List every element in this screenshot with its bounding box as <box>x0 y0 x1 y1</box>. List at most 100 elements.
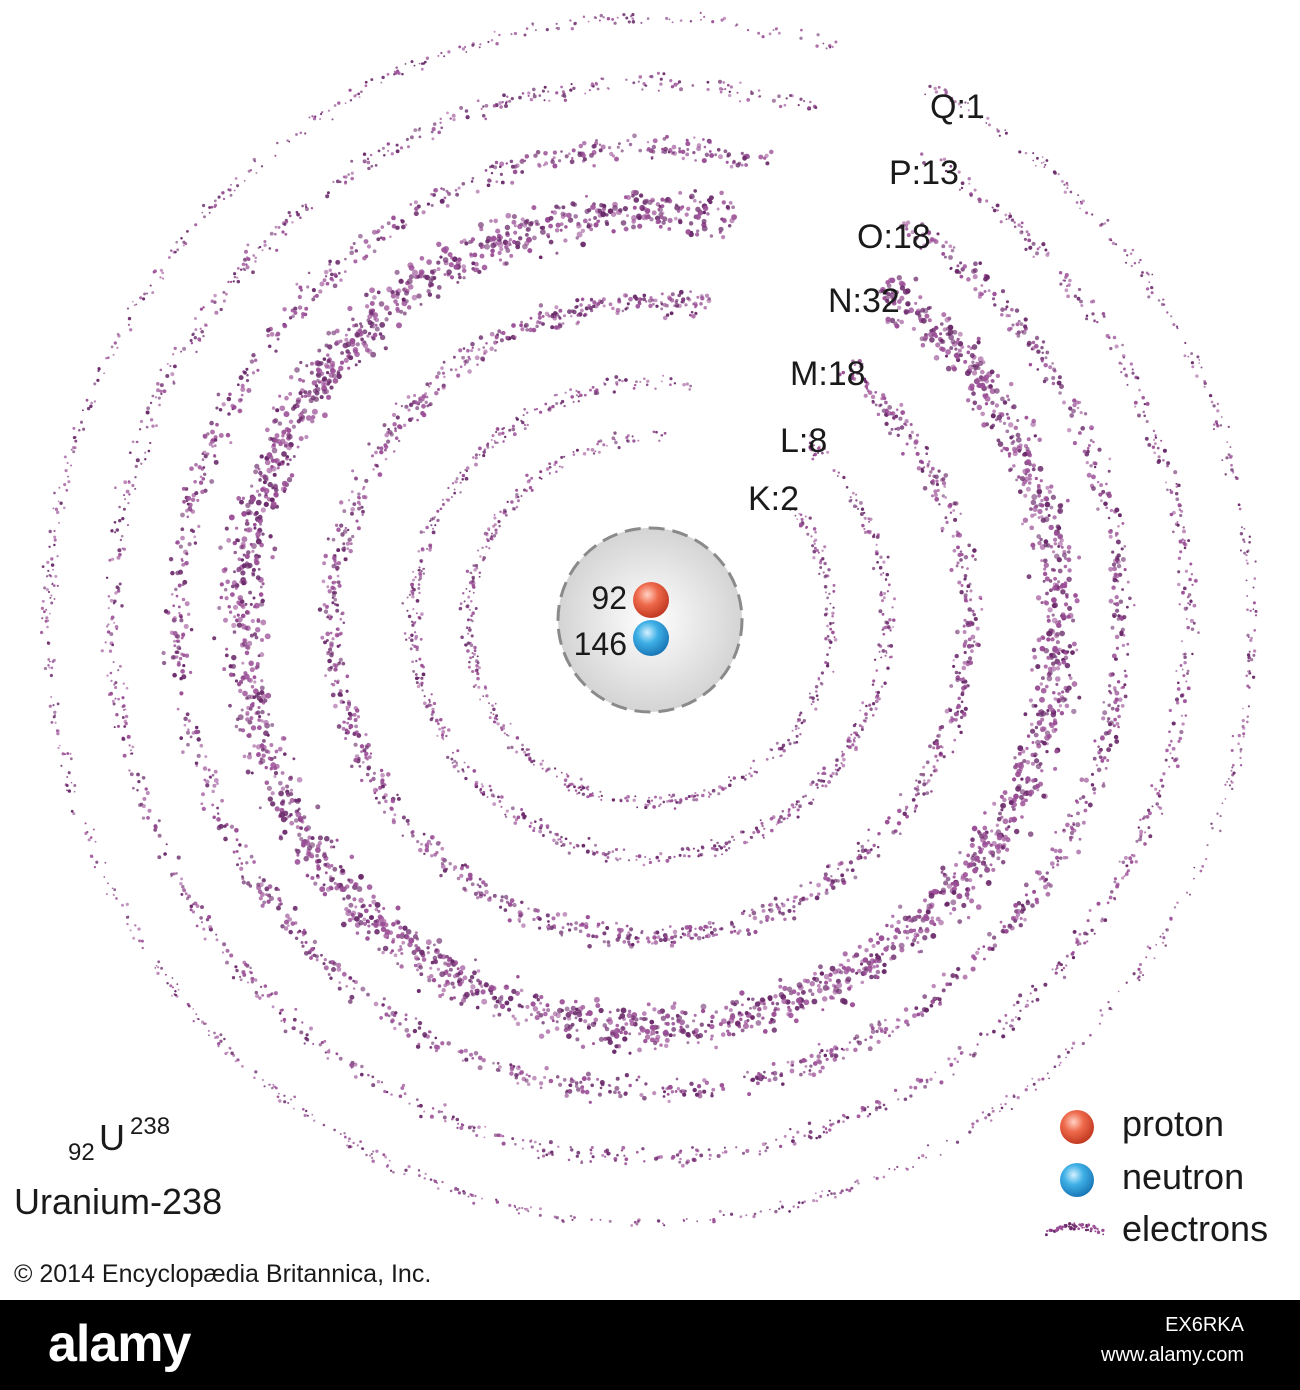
electron-dot <box>241 661 245 665</box>
electron-dot <box>971 825 978 832</box>
electron-dot <box>740 775 745 779</box>
electron-dot <box>424 847 430 853</box>
electron-dot <box>573 926 578 931</box>
electron-dot <box>339 523 344 528</box>
electron-dot <box>934 741 940 746</box>
electron-dot <box>1055 666 1061 671</box>
electron-dot <box>228 514 235 521</box>
electron-dot <box>471 346 474 349</box>
electron-dot <box>507 995 514 1002</box>
electron-dot <box>813 546 817 550</box>
electron-dot <box>1103 501 1108 507</box>
electron-dot <box>848 499 852 503</box>
electron-dot <box>272 546 278 552</box>
electron-dot <box>322 389 328 395</box>
electron-dot <box>599 1086 603 1090</box>
electron-dot <box>1080 426 1086 431</box>
electron-dot <box>675 800 679 804</box>
electron-dot <box>961 665 967 671</box>
electron-dot <box>853 875 858 880</box>
electron-dot <box>1051 613 1055 617</box>
electron-dot <box>256 725 262 731</box>
electron-dot <box>680 927 685 931</box>
electron-dot <box>903 308 909 315</box>
electron-dot <box>607 1016 612 1022</box>
electron-dot <box>710 930 714 935</box>
electron-dot <box>1076 406 1080 410</box>
electron-dot <box>599 299 604 305</box>
electron-dot <box>229 824 235 829</box>
electron-dot <box>1033 732 1039 738</box>
electron-dot <box>470 984 476 990</box>
electron-dot <box>459 481 462 484</box>
electron-dot <box>251 567 256 573</box>
electron-dot <box>918 295 923 300</box>
electron-dot <box>334 328 340 334</box>
electron-dot <box>922 466 926 469</box>
electron-dot <box>251 549 255 554</box>
electron-dot <box>264 459 271 466</box>
electron-dot <box>388 430 393 435</box>
electron-dot <box>482 454 486 458</box>
electron-dot <box>276 438 282 444</box>
electron-dot <box>818 964 823 970</box>
electron-dot <box>863 516 867 520</box>
electron-dot <box>372 771 376 775</box>
electron-dot <box>407 822 410 826</box>
electron-dot <box>689 313 692 317</box>
electron-dot <box>1106 747 1112 753</box>
electron-dot <box>892 625 894 628</box>
electron-dot <box>358 897 364 904</box>
electron-dot <box>821 784 824 788</box>
electron-dot <box>799 733 802 736</box>
electron-dot <box>864 712 868 716</box>
electron-dot <box>272 443 276 447</box>
electron-dot <box>704 293 710 298</box>
electron-dot <box>362 748 367 753</box>
electron-dot <box>492 1014 496 1018</box>
electron-dot <box>1040 503 1045 508</box>
electron-dot <box>556 325 561 330</box>
electron-dot <box>563 778 568 782</box>
electron-dot <box>919 459 923 463</box>
electron-dot <box>602 931 607 936</box>
electron-dot <box>779 815 783 819</box>
electron-dot <box>742 1023 749 1030</box>
electron-dot <box>255 489 260 493</box>
electron-dot <box>917 313 922 318</box>
electron-dot <box>497 432 502 436</box>
electron-dot <box>295 811 302 818</box>
electron-dot <box>490 252 495 257</box>
electron-dot <box>493 516 497 520</box>
electron-dot <box>982 393 987 398</box>
electron-dot <box>791 1000 796 1005</box>
electron-dot <box>329 877 335 883</box>
electron-dot <box>440 862 444 866</box>
electron-dot <box>463 761 466 764</box>
electron-dot <box>238 857 241 860</box>
electron-dot <box>602 940 606 944</box>
electron-dot <box>435 374 440 379</box>
electron-dot <box>644 855 647 858</box>
electron-dot <box>414 621 417 623</box>
electron-dot <box>319 886 326 893</box>
electron-dot <box>823 875 828 881</box>
electron-dot <box>663 1043 669 1049</box>
electron-dot <box>249 854 254 859</box>
electron-dot <box>336 580 341 585</box>
electron-dot <box>886 937 890 941</box>
electron-dot <box>493 1003 499 1009</box>
electron-dot <box>410 582 415 587</box>
electron-dot <box>261 753 266 758</box>
electron-dot <box>545 913 550 918</box>
electron-dot <box>407 262 414 269</box>
electron-dot <box>881 599 884 603</box>
electron-dot <box>485 342 488 345</box>
electron-dot <box>443 726 446 729</box>
electron-dot <box>428 385 431 388</box>
electron-dot <box>548 830 552 834</box>
electron-dot <box>1040 676 1045 681</box>
electron-dot <box>665 313 670 317</box>
electron-dot <box>818 561 823 565</box>
electron-dot <box>957 724 961 729</box>
